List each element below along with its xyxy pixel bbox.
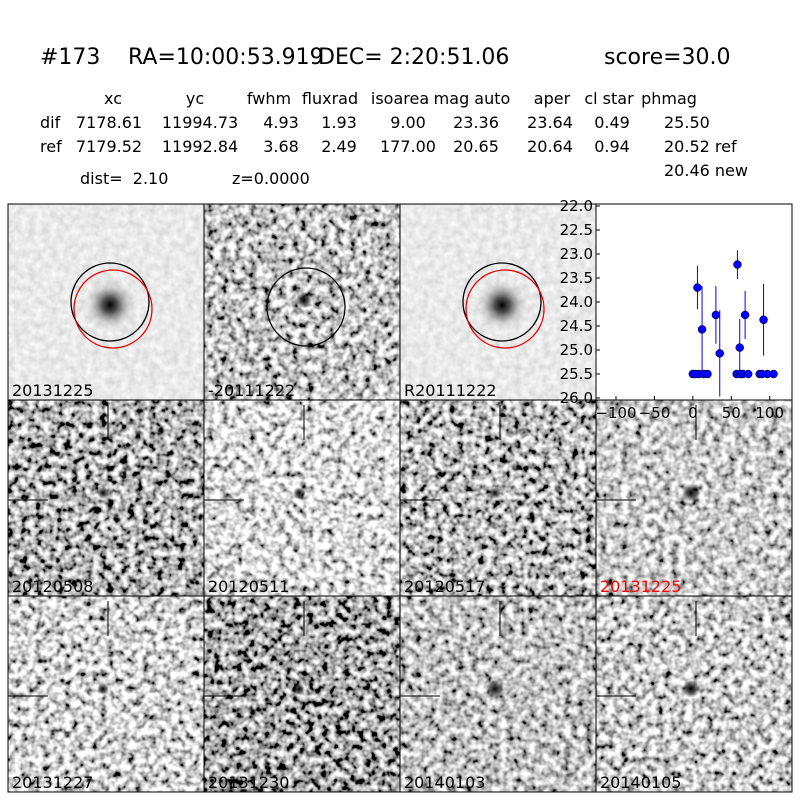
data-point (703, 369, 712, 379)
new-mag: 20.46 new (664, 161, 748, 180)
table-cell: 7179.52 (76, 137, 142, 156)
panel-label: 20131225 (12, 381, 93, 400)
y-tick-label: 22.0 (560, 197, 593, 215)
y-tick-label: 23.0 (560, 245, 593, 263)
source (97, 487, 109, 499)
x-tick-label: 100 (755, 404, 784, 422)
aperture-circle (266, 267, 346, 347)
table-cell: 177.00 (380, 137, 436, 156)
table-cell: 23.36 (453, 113, 499, 132)
y-tick-label: 25.5 (560, 365, 593, 383)
data-point (735, 343, 744, 352)
column-header: phmag (641, 89, 697, 108)
source-psf (472, 275, 532, 335)
y-tick-label: 23.5 (560, 269, 593, 287)
panel-label: -20111222 (208, 381, 295, 400)
table-cell: 11992.84 (162, 137, 238, 156)
y-tick-label: 24.0 (560, 293, 593, 311)
table-cell: 4.93 (263, 113, 299, 132)
data-point (693, 283, 702, 292)
table-cell: 0.94 (594, 137, 630, 156)
dec: DEC= 2:20:51.06 (318, 45, 509, 70)
data-point (733, 260, 742, 269)
column-header: fluxrad (302, 89, 358, 108)
panel-label: 20120508 (12, 577, 93, 596)
column-header: aper (534, 89, 571, 108)
data-point (769, 369, 778, 379)
panel-label: 20140105 (600, 773, 681, 792)
x-tick-label: 50 (722, 404, 741, 422)
source (682, 680, 700, 698)
row-label: ref (40, 137, 62, 156)
y-tick-label: 26.0 (560, 389, 593, 407)
source (489, 487, 501, 499)
ra: RA=10:00:53.919 (128, 45, 324, 70)
table-cell: 25.50 (664, 113, 710, 132)
data-point (697, 325, 707, 334)
data-point (711, 310, 721, 320)
aperture-circle (70, 262, 150, 342)
y-tick-label: 22.5 (560, 221, 593, 239)
table-cell: 7178.61 (76, 113, 142, 132)
table-cell: 20.65 (453, 137, 499, 156)
column-header: fwhm (247, 89, 291, 108)
score: score=30.0 (604, 45, 731, 70)
table-cell: 1.93 (321, 113, 357, 132)
panel-label: 20131230 (208, 773, 289, 792)
aperture-circle (462, 262, 542, 342)
table-cell: 23.64 (527, 113, 573, 132)
column-header: yc (186, 89, 204, 108)
panel-label: 20131225 (600, 577, 681, 596)
x-tick-label: −100 (595, 404, 636, 422)
data-point (743, 369, 753, 379)
plot-area (595, 203, 793, 401)
panel-border (595, 595, 793, 793)
redshift: z=0.0000 (232, 169, 310, 188)
y-tick-label: 25.0 (560, 341, 593, 359)
table-cell: 11994.73 (162, 113, 238, 132)
column-header: isoarea (371, 89, 429, 108)
source (486, 680, 504, 698)
column-header: xc (104, 89, 122, 108)
panel-label: 20140103 (404, 773, 485, 792)
source (682, 484, 700, 502)
row-label: dif (40, 113, 61, 132)
source (97, 683, 109, 695)
source (296, 292, 312, 308)
column-header: mag auto (434, 89, 511, 108)
data-point (715, 349, 724, 358)
panel-label: 20120517 (404, 577, 485, 596)
x-tick-label: −50 (639, 404, 671, 422)
table-cell: 9.00 (390, 113, 426, 132)
y-tick-label: 24.5 (560, 317, 593, 335)
aperture-circle-ref (73, 269, 153, 349)
aperture-circle-ref (465, 269, 545, 349)
source-psf (80, 275, 140, 335)
data-point (759, 315, 768, 325)
source (293, 683, 305, 695)
table-cell: 2.49 (321, 137, 357, 156)
table-cell: 0.49 (594, 113, 630, 132)
panel-label: R20111222 (404, 381, 497, 400)
table-cell: 20.52 ref (664, 137, 737, 156)
table-cell: 20.64 (527, 137, 573, 156)
candidate-id: #173 (40, 45, 100, 70)
data-point (740, 310, 750, 320)
source (293, 487, 305, 499)
table-cell: 3.68 (263, 137, 299, 156)
x-tick-label: 0 (688, 404, 698, 422)
dist: dist= 2.10 (80, 169, 168, 188)
panel-label: 20131227 (12, 773, 93, 792)
panel-label: 20120511 (208, 577, 289, 596)
column-header: cl star (584, 89, 634, 108)
